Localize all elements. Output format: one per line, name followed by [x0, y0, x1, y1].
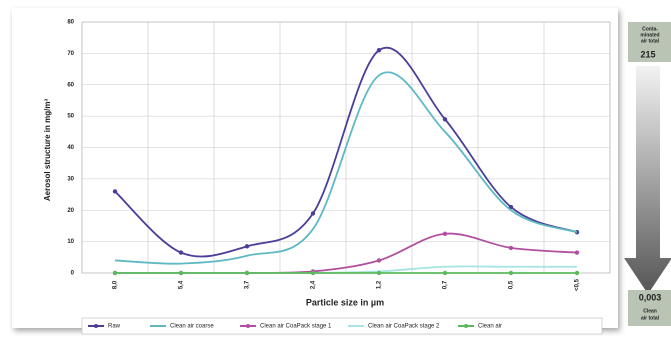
y-tick-label: 60 — [67, 82, 74, 88]
data-point — [244, 270, 250, 276]
data-point — [508, 270, 514, 276]
data-point — [244, 244, 250, 249]
data-point — [310, 270, 316, 276]
data-point — [508, 204, 514, 210]
data-point — [442, 231, 448, 236]
data-point — [178, 250, 184, 255]
bottom-label: air total — [641, 315, 660, 321]
y-tick-label: 20 — [67, 208, 74, 214]
y-tick-label: 80 — [67, 20, 74, 26]
data-point — [574, 250, 580, 255]
legend-label: Clean air coarse — [170, 324, 214, 330]
data-point — [442, 117, 448, 122]
legend-label: Clean air CoaPack stage 1 — [260, 324, 332, 330]
x-tick-label: 2,4 — [311, 280, 317, 289]
top-box — [628, 22, 671, 62]
card — [12, 8, 618, 328]
x-tick-label: 0,7 — [443, 280, 449, 289]
data-point — [508, 245, 514, 251]
x-tick-label: 8,0 — [113, 280, 119, 289]
top-label: minated — [640, 32, 659, 38]
top-label: air total — [641, 38, 660, 44]
bottom-box — [628, 290, 671, 326]
legend-marker — [246, 324, 250, 328]
legend-label: Clean air CoaPack stage 2 — [368, 324, 440, 330]
data-point — [112, 270, 118, 276]
legend-marker — [94, 324, 98, 328]
bottom-label: Clean — [643, 308, 657, 314]
legend — [81, 317, 603, 335]
x-tick-label: 0,5 — [509, 280, 515, 289]
legend-marker — [464, 324, 468, 328]
series-line — [114, 71, 578, 265]
data-point — [310, 211, 316, 216]
y-tick-label: 30 — [67, 176, 74, 182]
data-point — [376, 270, 382, 276]
legend-label: Raw — [108, 324, 121, 330]
data-point — [376, 258, 382, 263]
y-tick-label: 0 — [71, 271, 75, 277]
x-axis-label: Particle size in µm — [306, 297, 384, 307]
x-tick-label: <0,5 — [575, 278, 581, 291]
arrow — [624, 66, 671, 294]
y-tick-label: 50 — [67, 114, 74, 120]
legend-label: Clean air — [478, 324, 502, 330]
x-tick-label: 1,2 — [377, 280, 383, 289]
y-tick-label: 40 — [67, 145, 74, 151]
side-panel: Conta- minated air total 215 0,003 Clean… — [624, 22, 671, 326]
data-point — [112, 189, 118, 194]
x-tick-label: 3,7 — [245, 280, 251, 289]
bottom-value: 0,003 — [639, 292, 662, 302]
x-tick-label: 5,4 — [179, 280, 185, 289]
top-label: Conta- — [642, 26, 658, 32]
data-point — [178, 270, 184, 276]
top-value: 215 — [640, 49, 655, 59]
series-line — [114, 46, 578, 258]
data-point — [376, 48, 382, 53]
data-point — [574, 270, 580, 276]
y-axis-label: Aerosol structure in mg/m³ — [43, 99, 52, 202]
y-tick-label: 70 — [67, 51, 74, 57]
data-point — [442, 270, 448, 276]
y-tick-label: 10 — [67, 239, 74, 245]
